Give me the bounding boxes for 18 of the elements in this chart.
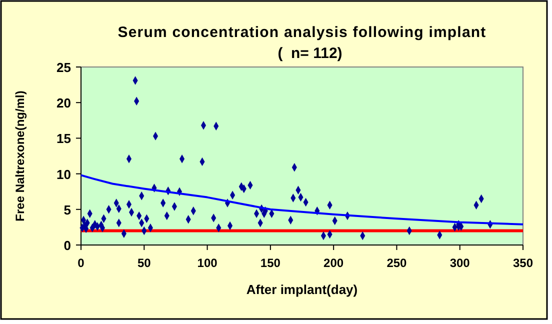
x-tick-label: 250 bbox=[386, 256, 408, 270]
y-tick-label: 25 bbox=[56, 60, 71, 75]
y-tick-label: 15 bbox=[56, 131, 71, 146]
y-tick-label: 5 bbox=[64, 202, 71, 218]
y-axis-title: Free Naltrexone(ng/ml) bbox=[13, 90, 27, 222]
x-tick-label: 200 bbox=[324, 256, 344, 270]
y-tick-label: 20 bbox=[56, 96, 71, 111]
chart-title: Serum concentration analysis following implant bbox=[118, 24, 486, 41]
x-tick-label: 50 bbox=[137, 256, 152, 270]
y-tick-label: 10 bbox=[56, 166, 71, 182]
x-tick-label: 300 bbox=[450, 256, 470, 270]
x-tick-label: 100 bbox=[197, 256, 218, 270]
x-axis-title: After implant(day) bbox=[246, 282, 358, 297]
y-tick-label: 0 bbox=[64, 238, 71, 253]
x-tick-label: 350 bbox=[512, 256, 534, 270]
x-tick-label: 150 bbox=[260, 256, 281, 270]
x-tick-label: 0 bbox=[78, 256, 85, 270]
chart-subtitle: ( n= 112) bbox=[278, 45, 342, 62]
